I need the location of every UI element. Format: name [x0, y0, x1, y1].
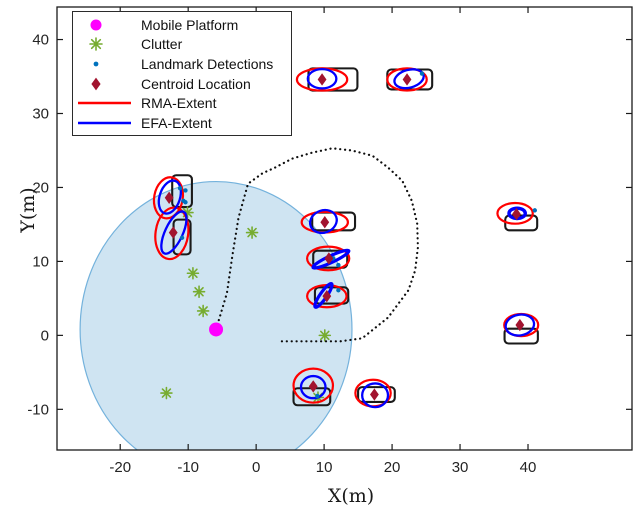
- x-tick-label: 30: [452, 459, 469, 476]
- legend-label: EFA-Extent: [141, 114, 212, 131]
- efa-extent-ellipse: [361, 382, 390, 409]
- x-tick-label: -10: [177, 459, 199, 476]
- legend-item-mobile-platform: Mobile Platform: [73, 15, 291, 35]
- mobile-platform-marker: [209, 322, 224, 337]
- sensor-fov-circle: [79, 180, 353, 450]
- centroid-marker: [322, 289, 332, 303]
- landmark-detection-dot: [336, 262, 341, 268]
- efa-extent-ellipse: [157, 179, 183, 215]
- clutter-marker: [318, 329, 332, 342]
- clutter-marker: [181, 206, 194, 219]
- clutter-marker: [245, 226, 259, 239]
- centroid-marker: [320, 216, 330, 229]
- rma-extent-ellipse: [306, 245, 351, 272]
- landmark-detection-dot: [183, 188, 188, 193]
- landmark-detection-dot: [183, 200, 188, 205]
- x-tick-label: -20: [109, 459, 131, 476]
- rma-extent-ellipse: [386, 67, 428, 92]
- landmark-rectangle: [171, 174, 193, 209]
- efa-extent-ellipse: [306, 67, 338, 90]
- rma-extent-ellipse: [496, 201, 534, 225]
- x-axis-label: X(m): [327, 485, 375, 507]
- landmark-rectangle: [312, 249, 349, 269]
- legend-item-clutter: Clutter: [73, 35, 291, 55]
- centroid-location-marker-icon: [73, 76, 133, 92]
- landmark-detection-dot: [179, 235, 185, 240]
- centroid-marker: [168, 226, 178, 239]
- centroid-marker: [370, 388, 379, 401]
- clutter-marker: [186, 266, 200, 280]
- landmark-detection-dot: [419, 71, 425, 76]
- x-tick-label: 0: [252, 459, 260, 476]
- x-tick-label: 20: [384, 459, 401, 476]
- efa-extent-ellipse: [504, 313, 536, 337]
- legend-item-landmark-detections: Landmark Detections: [73, 54, 291, 74]
- centroid-marker: [402, 73, 412, 86]
- trajectory-path: [214, 147, 420, 343]
- legend-label: Clutter: [141, 36, 183, 53]
- efa-extent-ellipse: [308, 208, 338, 235]
- legend-item-efa-extent: EFA-Extent: [73, 113, 291, 133]
- axes-box: [56, 6, 633, 451]
- x-tick-label: 10: [316, 459, 333, 476]
- landmark-detection-dot: [336, 288, 341, 293]
- legend-item-rma-extent: RMA-Extent: [73, 93, 291, 113]
- rma-extent-marker-icon: [73, 95, 133, 111]
- clutter-marker: [196, 304, 210, 318]
- mobile-platform-marker-icon: [73, 17, 133, 33]
- y-tick-label: 0: [41, 327, 49, 344]
- y-tick-label: 30: [32, 105, 49, 122]
- plot-content: [79, 67, 540, 450]
- legend-label: Centroid Location: [141, 75, 251, 92]
- landmark-detection-dot: [532, 208, 538, 213]
- centroid-marker: [308, 380, 318, 393]
- legend-label: Landmark Detections: [141, 55, 274, 72]
- landmark-detections-marker-icon: [73, 56, 133, 72]
- clutter-marker-icon: [73, 36, 133, 52]
- y-tick-label: 40: [32, 32, 49, 49]
- efa-extent-ellipse: [299, 374, 327, 400]
- centroid-marker: [512, 207, 521, 221]
- y-tick-label: -10: [27, 401, 49, 418]
- legend: Mobile Platform Clutter Landmark Detection…: [72, 11, 292, 136]
- landmark-detection-dot: [177, 185, 183, 191]
- centroid-marker: [515, 318, 525, 332]
- clutter-marker: [192, 285, 206, 299]
- legend-label: RMA-Extent: [141, 95, 217, 112]
- efa-extent-marker-icon: [73, 115, 133, 131]
- legend-label: Mobile Platform: [141, 16, 239, 33]
- clutter-marker: [160, 386, 173, 400]
- y-axis-label: Y(m): [17, 187, 39, 233]
- centroid-marker: [324, 252, 334, 265]
- legend-item-centroid-location: Centroid Location: [73, 74, 291, 94]
- x-tick-label: 40: [520, 459, 537, 476]
- landmark-detection-dot: [315, 393, 320, 399]
- y-tick-label: 20: [32, 179, 49, 196]
- centroid-marker: [164, 191, 174, 205]
- rma-extent-ellipse: [292, 367, 335, 404]
- landmark-rectangle: [357, 386, 396, 403]
- y-tick-label: 10: [32, 253, 49, 270]
- centroid-marker: [317, 73, 327, 86]
